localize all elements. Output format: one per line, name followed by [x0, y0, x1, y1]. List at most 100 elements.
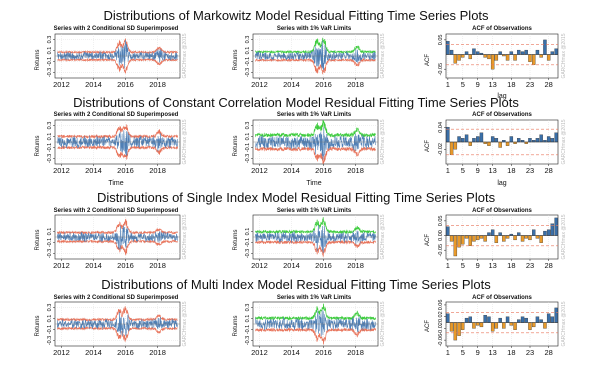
ylabel-var: Returns [233, 315, 239, 336]
acf-bar [502, 140, 506, 143]
x-tick-label: 2018 [347, 80, 364, 89]
x-tick-label: 2014 [283, 348, 300, 357]
plot-var-row-2: -0.3 -0.1 0.1 GARCHmax @2015 2012 2014 2016 201… [245, 214, 386, 270]
xlabel-acf: lag [497, 93, 506, 100]
y-tick-label: -0.02 [438, 143, 444, 156]
acf-bar [509, 322, 514, 326]
acf-bar [479, 132, 484, 143]
acf-bar [457, 136, 461, 143]
y-tick-label: -0.1 [47, 57, 53, 66]
acf-bar [550, 138, 555, 143]
x-tick-label: 2014 [283, 80, 300, 89]
acf-bar [461, 235, 465, 245]
plot-acf-row-3: -0.06-0.020.020.06 GARCHmax @2015 1 5 9 13 18 2… [438, 300, 567, 357]
y-tick-label: -0.3 [245, 154, 251, 163]
acf-bar [457, 235, 461, 248]
panel-title-acf: ACF of Observations [472, 26, 532, 32]
x-tick-label: 2012 [251, 348, 268, 357]
upper-sd-band [57, 218, 178, 236]
acf-bar [461, 138, 465, 143]
acf-bar [461, 54, 465, 58]
y-tick-label: -0.1 [245, 325, 251, 334]
return-series [57, 311, 178, 337]
acf-bar [487, 141, 491, 146]
acf-bar [554, 132, 558, 143]
plot-var-row-1: -0.3 -0.1 0.1 0.3 GARCHmax @2015 2012 2014 2016… [245, 119, 386, 175]
ylabel-var: Returns [233, 135, 239, 156]
acf-bar [498, 51, 502, 55]
x-tick-label: 2014 [85, 80, 102, 89]
x-tick-label: 5 [461, 348, 465, 357]
y-tick-label: 0.1 [245, 228, 251, 236]
y-tick-label: 0.1 [245, 315, 251, 323]
x-tick-label: 1 [446, 80, 450, 89]
y-tick-label: -0.3 [245, 249, 251, 258]
acf-bar [449, 235, 454, 242]
acf-bar [502, 235, 506, 242]
acf-bar [543, 230, 547, 236]
acf-bar [468, 316, 472, 323]
acf-bar [498, 232, 502, 236]
plot-sd-row-3: -0.3 -0.1 0.1 0.3 GARCHmax @2015 2012 2014 2016… [47, 301, 188, 357]
acf-bar [449, 49, 454, 55]
acf-bar [539, 54, 543, 58]
x-tick-label: 28 [544, 166, 552, 175]
x-tick-label: 5 [461, 166, 465, 175]
acf-bar [446, 226, 450, 236]
acf-bar [524, 235, 528, 239]
watermark: GARCHmax @2015 [182, 119, 188, 164]
y-tick-label: 0.3 [245, 122, 251, 130]
y-tick-label: 0.1 [47, 315, 53, 323]
acf-bar [490, 54, 495, 70]
acf-bar [554, 48, 558, 55]
y-tick-label: -0.1 [47, 325, 53, 334]
lower-sd-band [57, 326, 178, 342]
x-tick-label: 2016 [315, 261, 332, 270]
x-tick-label: 2016 [117, 80, 134, 89]
x-tick-label: 13 [488, 80, 496, 89]
plot-acf-row-0: -0.05 0.05 GARCHmax @2015 1 5 9 13 18 23 28 [438, 33, 567, 89]
acf-bar [505, 316, 510, 323]
acf-bar [543, 140, 547, 143]
return-series [57, 225, 178, 250]
acf-bar [520, 235, 525, 242]
y-tick-label: -0.3 [47, 154, 53, 163]
acf-bar [479, 322, 484, 328]
x-tick-label: 13 [488, 348, 496, 357]
acf-bar [498, 141, 502, 148]
acf-bar [490, 229, 495, 236]
acf-bar [517, 49, 521, 55]
acf-bar [550, 316, 555, 323]
upper-sd-band [57, 123, 178, 140]
acf-bar [532, 229, 536, 236]
acf-bar [490, 136, 495, 143]
x-tick-label: 2018 [149, 80, 166, 89]
ylabel-sd: Returns [35, 49, 41, 70]
acf-bar [453, 54, 458, 64]
plot-frame [445, 214, 559, 260]
y-tick-label: -0.1 [245, 143, 251, 152]
acf-bar [472, 48, 476, 55]
watermark: GARCHmax @2015 [380, 214, 386, 259]
acf-bar [483, 54, 487, 58]
x-tick-label: 2016 [315, 80, 332, 89]
x-tick-label: 18 [507, 166, 515, 175]
acf-bar [539, 134, 543, 143]
row-title: Distributions of Multi Index Model Resid… [101, 277, 491, 292]
return-series [255, 127, 376, 160]
acf-bar [468, 141, 472, 146]
acf-bar [513, 235, 517, 241]
panel-title-acf: ACF of Observations [472, 208, 532, 214]
acf-bar [464, 134, 469, 143]
y-tick-label: -0.1 [245, 238, 251, 247]
watermark: GARCHmax @2015 [380, 119, 386, 164]
plot-sd-row-2: -0.3 -0.1 0.1 GARCHmax @2015 2012 2014 2016 201… [47, 214, 188, 270]
acf-bar [535, 316, 540, 323]
panel-title-acf: ACF of Observations [472, 295, 532, 301]
acf-bar [535, 49, 540, 55]
upper-var-limit [255, 303, 376, 321]
acf-bar [449, 322, 454, 332]
y-tick-label: 0.3 [245, 36, 251, 44]
acf-bar [532, 322, 536, 328]
acf-bar [449, 141, 454, 155]
